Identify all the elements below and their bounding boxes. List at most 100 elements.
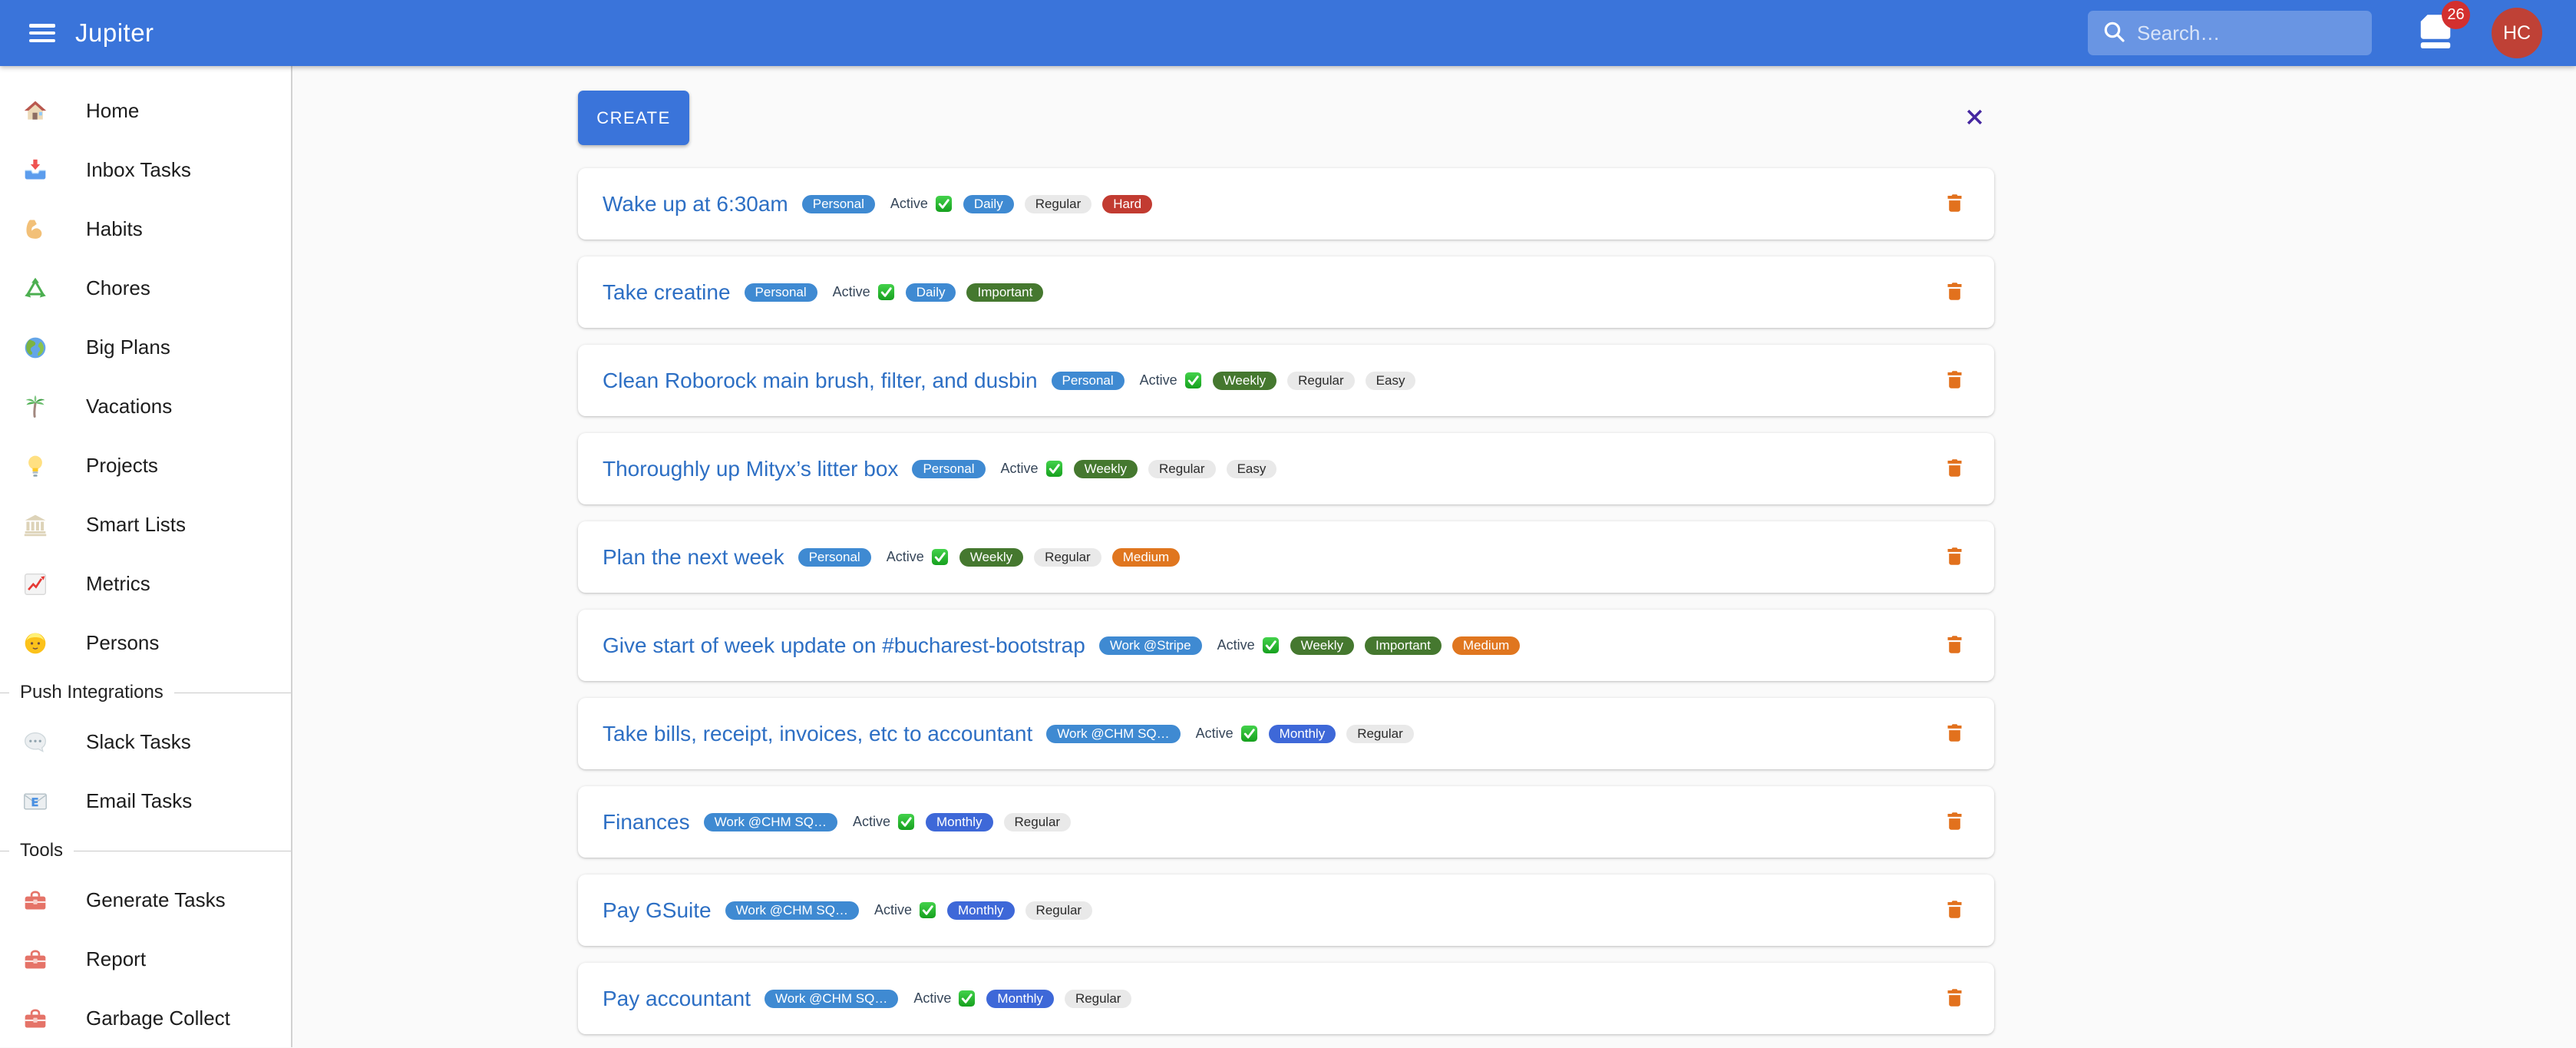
delete-task-button[interactable] (1937, 541, 1971, 574)
trash-icon (1944, 456, 1965, 482)
active-label: Active (887, 549, 924, 565)
project-badge: Work @CHM SQ… (704, 813, 837, 831)
menu-icon[interactable] (29, 24, 55, 42)
difficulty-badge: Medium (1452, 636, 1520, 655)
active-checkbox-icon[interactable] (958, 990, 976, 1007)
sidebar-item-inbox-tasks[interactable]: Inbox Tasks (0, 141, 291, 200)
sidebar-item-label: Generate Tasks (86, 888, 226, 912)
sidebar-item-chores[interactable]: Chores (0, 259, 291, 318)
project-badge: Work @CHM SQ… (725, 901, 859, 920)
active-status: Active (833, 283, 895, 301)
active-status: Active (890, 195, 953, 213)
sidebar-item-projects[interactable]: Projects (0, 436, 291, 495)
notifications-button[interactable]: 26 (2419, 13, 2452, 54)
classical-building-icon (21, 513, 49, 537)
active-checkbox-icon[interactable] (931, 548, 949, 566)
active-label: Active (913, 990, 951, 1007)
trash-icon (1944, 368, 1965, 394)
project-badge: Personal (802, 195, 875, 213)
create-button[interactable]: CREATE (578, 91, 689, 145)
search-box[interactable] (2088, 11, 2372, 55)
task-title-link[interactable]: Plan the next week (603, 545, 784, 570)
sidebar-item-smart-lists[interactable]: Smart Lists (0, 495, 291, 554)
task-title-link[interactable]: Pay GSuite (603, 898, 712, 923)
delete-task-button[interactable] (1937, 982, 1971, 1016)
period-badge: Weekly (1290, 636, 1354, 655)
delete-task-button[interactable] (1937, 452, 1971, 486)
sidebar-item-label: Garbage Collect (86, 1007, 230, 1030)
kind-badge: Regular (1065, 990, 1132, 1008)
palm-tree-icon (21, 395, 49, 419)
sidebar-item-generate-tasks[interactable]: Generate Tasks (0, 871, 291, 930)
sidebar-item-report[interactable]: Report (0, 930, 291, 989)
active-checkbox-icon[interactable] (1184, 372, 1202, 389)
task-title-link[interactable]: Take bills, receipt, invoices, etc to ac… (603, 722, 1032, 746)
active-checkbox-icon[interactable] (919, 901, 936, 919)
sidebar-item-label: Persons (86, 631, 159, 655)
task-title-link[interactable]: Wake up at 6:30am (603, 192, 788, 217)
project-badge: Work @CHM SQ… (1046, 725, 1180, 743)
sidebar-item-label: Home (86, 99, 139, 123)
sidebar-item-metrics[interactable]: Metrics (0, 554, 291, 613)
active-status: Active (913, 990, 976, 1007)
trash-icon (1944, 191, 1965, 217)
sidebar-item-email-tasks[interactable]: Email Tasks (0, 772, 291, 831)
active-status: Active (1217, 636, 1280, 654)
sidebar-item-garbage-collect[interactable]: Garbage Collect (0, 989, 291, 1048)
notification-badge: 26 (2442, 1, 2470, 29)
delete-task-button[interactable] (1937, 629, 1971, 663)
delete-task-button[interactable] (1937, 364, 1971, 398)
sidebar-item-label: Big Plans (86, 336, 170, 359)
sidebar-item-slack-tasks[interactable]: Slack Tasks (0, 712, 291, 772)
delete-task-button[interactable] (1937, 805, 1971, 839)
period-badge: Weekly (1074, 460, 1138, 478)
task-title-link[interactable]: Thoroughly up Mityx’s litter box (603, 457, 898, 481)
task-row: Take bills, receipt, invoices, etc to ac… (578, 698, 1994, 769)
sidebar-item-label: Inbox Tasks (86, 158, 191, 182)
app-header: Jupiter 26 HC (0, 0, 2576, 66)
delete-task-button[interactable] (1937, 276, 1971, 309)
light-bulb-icon (21, 454, 49, 478)
trash-icon (1944, 633, 1965, 659)
close-button[interactable] (1956, 100, 1993, 137)
task-title-link[interactable]: Finances (603, 810, 690, 835)
difficulty-badge: Easy (1227, 460, 1277, 478)
active-checkbox-icon[interactable] (935, 195, 953, 213)
delete-task-button[interactable] (1937, 894, 1971, 927)
active-checkbox-icon[interactable] (1262, 636, 1280, 654)
trash-icon (1944, 809, 1965, 835)
task-title-link[interactable]: Take creatine (603, 280, 731, 305)
main-content: CREATE Wake up at 6:30am Personal Active … (294, 66, 2576, 1047)
active-checkbox-icon[interactable] (1045, 460, 1063, 478)
period-badge: Weekly (1213, 372, 1276, 390)
toolbox-icon (21, 888, 49, 913)
trash-icon (1944, 279, 1965, 306)
sidebar-item-label: Habits (86, 217, 143, 241)
sidebar-item-habits[interactable]: Habits (0, 200, 291, 259)
period-badge: Monthly (1269, 725, 1336, 743)
period-badge: Monthly (926, 813, 993, 831)
sidebar-item-home[interactable]: Home (0, 81, 291, 141)
search-input[interactable] (2137, 21, 2394, 45)
delete-task-button[interactable] (1937, 717, 1971, 751)
task-list: Wake up at 6:30am Personal Active Daily Re… (578, 168, 2576, 1034)
active-checkbox-icon[interactable] (877, 283, 895, 301)
active-checkbox-icon[interactable] (897, 813, 915, 831)
sidebar-item-big-plans[interactable]: Big Plans (0, 318, 291, 377)
task-title-link[interactable]: Pay accountant (603, 987, 751, 1011)
task-title-link[interactable]: Clean Roborock main brush, filter, and d… (603, 369, 1038, 393)
sidebar-item-vacations[interactable]: Vacations (0, 377, 291, 436)
active-label: Active (1001, 461, 1039, 477)
period-badge: Daily (963, 195, 1014, 213)
delete-task-button[interactable] (1937, 187, 1971, 221)
avatar[interactable]: HC (2492, 8, 2542, 58)
active-checkbox-icon[interactable] (1240, 725, 1258, 742)
sidebar-item-persons[interactable]: Persons (0, 613, 291, 673)
documents-icon (2419, 42, 2452, 54)
active-label: Active (1140, 372, 1177, 388)
trash-icon (1944, 544, 1965, 570)
task-title-link[interactable]: Give start of week update on #bucharest-… (603, 633, 1085, 658)
